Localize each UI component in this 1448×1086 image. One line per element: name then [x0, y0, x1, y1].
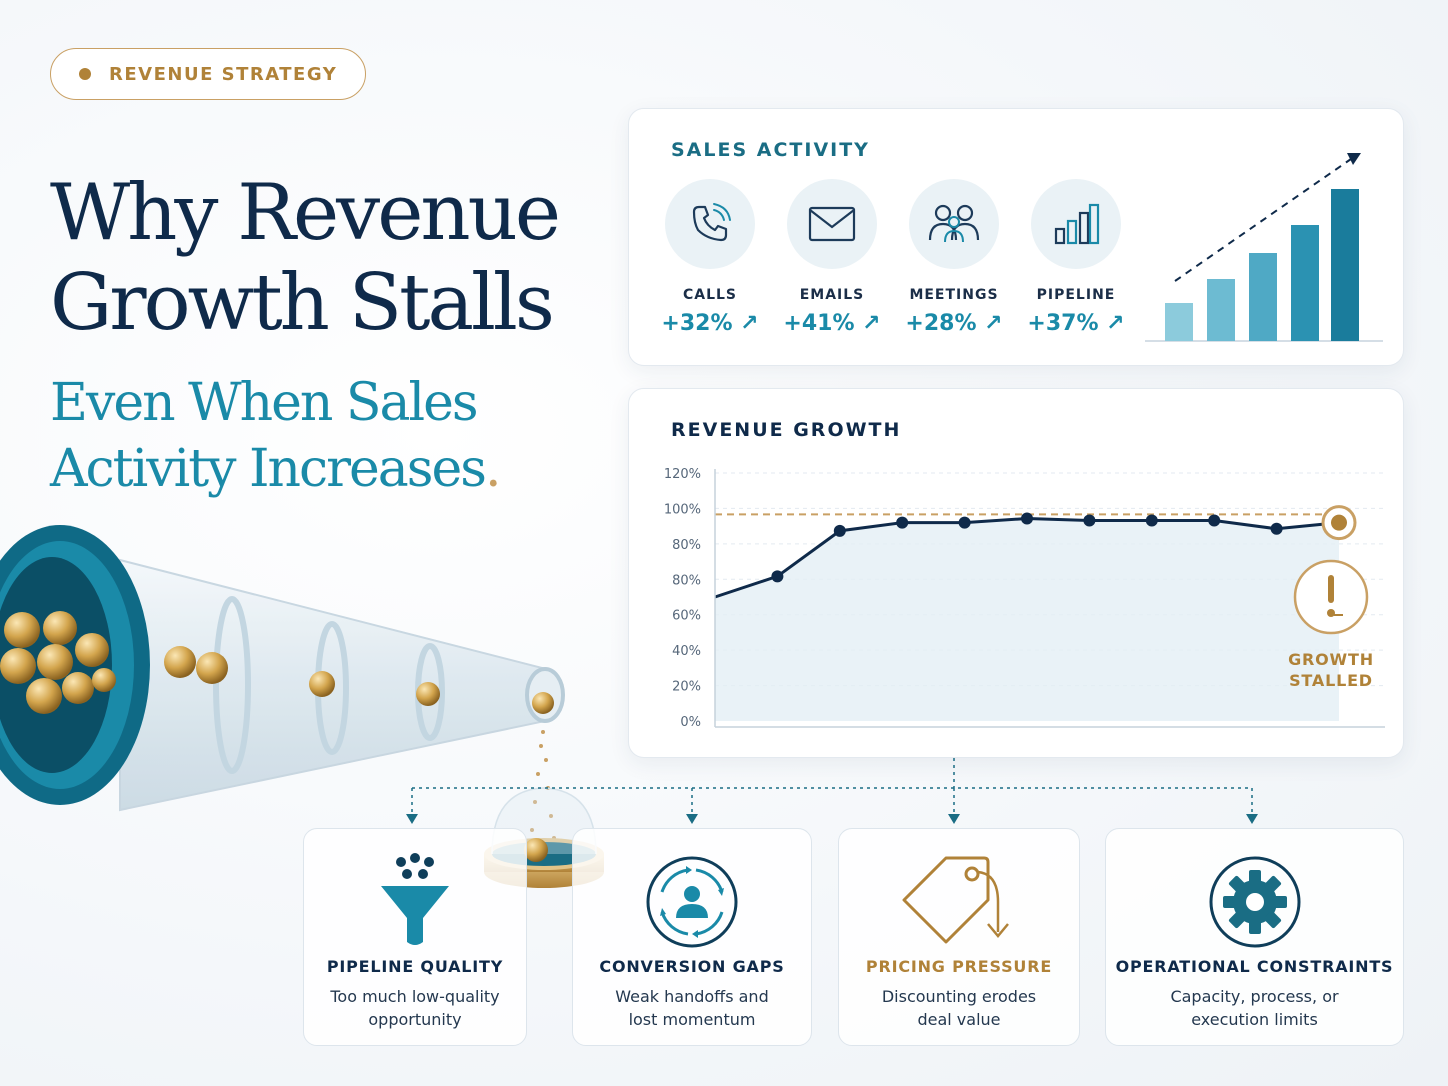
arrow-up-right-icon: ↗ — [1106, 311, 1125, 336]
data-point-stalled-core — [1331, 514, 1347, 531]
cause-title: CONVERSION GAPS — [599, 957, 785, 976]
subtitle-line-2: Activity Increases — [50, 439, 487, 499]
y-tick-label: 120% — [664, 467, 701, 482]
rising-bar — [1207, 279, 1235, 341]
cause-title: PIPELINE QUALITY — [326, 957, 504, 976]
warning-icon — [1293, 559, 1369, 635]
metric-pipeline: PIPELINE +37% ↗ — [1021, 179, 1131, 336]
page-subtitle: Even When Sales Activity Increases. — [50, 370, 610, 502]
data-point — [1145, 514, 1158, 527]
data-point — [958, 516, 971, 529]
cause-title: OPERATIONAL CONSTRAINTS — [1115, 957, 1394, 976]
arrow-icon — [1347, 153, 1361, 165]
y-tick-label: 40% — [672, 644, 701, 659]
metric-calls: CALLS +32% ↗ — [655, 179, 765, 336]
metric-value: +32% ↗ — [661, 311, 759, 336]
cause-card-conversion-gaps: CONVERSION GAPS Weak handoffs and lost mo… — [572, 828, 812, 1046]
rising-bar — [1249, 253, 1277, 341]
revenue-growth-card: REVENUE GROWTH 0% 20% 40% 60% 80% 80% 100% 120%… — [628, 388, 1404, 758]
data-point — [896, 516, 909, 529]
cause-card-pricing-pressure: PRICING PRESSURE Discounting erodes deal … — [838, 828, 1080, 1046]
badge-dot — [79, 68, 91, 80]
metric-icon-circle — [787, 179, 877, 269]
cause-card-pipeline-quality: PIPELINE QUALITY Too much low-quality opp… — [303, 828, 527, 1046]
metric-label: EMAILS — [799, 287, 865, 303]
category-badge: REVENUE STRATEGY — [50, 48, 366, 100]
y-tick-label: 100% — [664, 502, 701, 517]
metric-icon-circle — [909, 179, 999, 269]
sales-activity-card: SALES ACTIVITY CALLS +32% ↗ EMAILS +41% … — [628, 108, 1404, 366]
funnel-icon — [381, 853, 449, 945]
funnel-illustration — [0, 525, 604, 888]
metric-label: PIPELINE — [1036, 287, 1116, 303]
cause-card-operational-constraints: OPERATIONAL CONSTRAINTS Capacity, proces… — [1105, 828, 1404, 1046]
cause-desc: Discounting erodes deal value — [881, 987, 1037, 1029]
rising-bar — [1331, 189, 1359, 341]
y-tick-label: 80% — [672, 538, 701, 553]
arrow-up-right-icon: ↗ — [862, 311, 881, 336]
gear-icon — [1209, 856, 1300, 948]
y-tick-label: 20% — [672, 680, 701, 695]
series-area — [715, 518, 1339, 721]
price-tag-icon — [902, 856, 1009, 944]
people-icon — [928, 204, 980, 243]
badge-label: REVENUE STRATEGY — [109, 63, 338, 85]
metric-label: CALLS — [682, 287, 738, 303]
data-point — [833, 524, 846, 537]
y-tick-label: 60% — [672, 609, 701, 624]
cause-desc: Too much low-quality opportunity — [330, 987, 500, 1029]
data-point — [1208, 514, 1221, 527]
chart-title: REVENUE GROWTH — [671, 419, 902, 441]
rising-bar — [1291, 225, 1319, 341]
cause-desc: Weak handoffs and lost momentum — [615, 987, 769, 1029]
metric-value: +28% ↗ — [905, 311, 1003, 336]
rising-bar — [1165, 303, 1193, 341]
revenue-growth-chart: 0% 20% 40% 60% 80% 80% 100% 120% — [664, 467, 1385, 730]
phone-icon — [692, 203, 731, 242]
y-tick-label: 0% — [680, 715, 701, 730]
data-point — [1270, 522, 1283, 535]
data-point — [1021, 512, 1033, 525]
sales-activity-title: SALES ACTIVITY — [671, 139, 870, 161]
y-tick-label: 80% — [672, 573, 701, 588]
metric-icon-circle — [1031, 179, 1121, 269]
title-line-1: Why Revenue — [50, 168, 561, 258]
rising-bars-graphic — [1145, 153, 1383, 342]
data-point — [1083, 514, 1096, 527]
title-line-2: Growth Stalls — [50, 258, 555, 348]
growth-stalled-label: GROWTH STALLED — [1288, 650, 1374, 690]
subtitle-period: . — [484, 439, 501, 499]
metric-value: +37% ↗ — [1027, 311, 1125, 336]
page-title: Why Revenue Growth Stalls — [50, 168, 610, 348]
subtitle-line-1: Even When Sales — [50, 373, 479, 433]
metric-meetings: MEETINGS +28% ↗ — [899, 179, 1009, 336]
bar-chart-icon — [1054, 203, 1100, 245]
cycle-user-icon — [646, 856, 738, 948]
metric-emails: EMAILS +41% ↗ — [777, 179, 887, 336]
envelope-icon — [808, 206, 856, 242]
metric-value: +41% ↗ — [783, 311, 881, 336]
cause-title: PRICING PRESSURE — [865, 957, 1053, 976]
data-point — [771, 570, 784, 583]
arrow-up-right-icon: ↗ — [984, 311, 1003, 336]
arrow-up-right-icon: ↗ — [740, 311, 759, 336]
metric-icon-circle — [665, 179, 755, 269]
metric-label: MEETINGS — [909, 287, 999, 303]
cause-desc: Capacity, process, or execution limits — [1170, 987, 1339, 1029]
